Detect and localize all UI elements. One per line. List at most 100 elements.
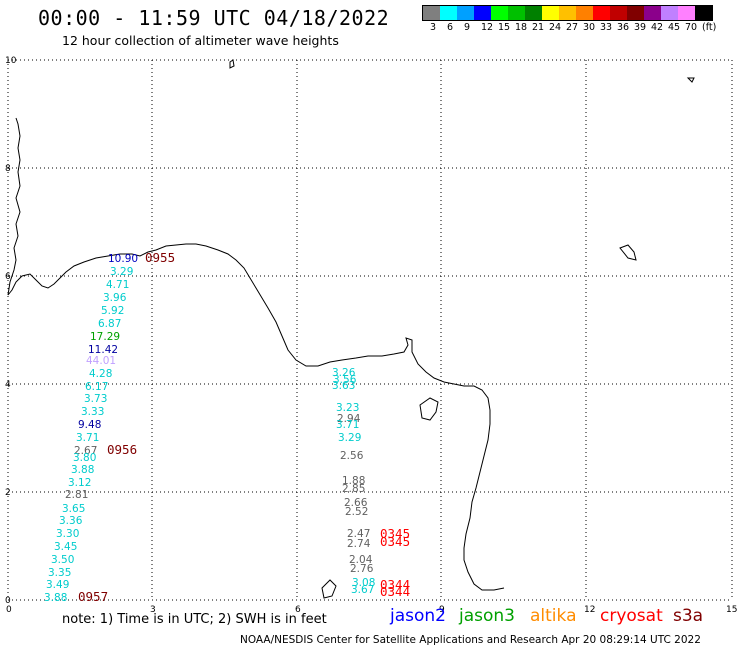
wave-height-value: 3.45 bbox=[54, 541, 77, 553]
x-tick-label: 12 bbox=[584, 605, 595, 615]
legend-swatch bbox=[457, 6, 474, 20]
wave-height-value: 4.28 bbox=[89, 368, 112, 380]
y-tick-label: 6 bbox=[5, 272, 11, 282]
legend-label: 70 bbox=[685, 22, 698, 33]
wave-height-value: 2.74 bbox=[347, 538, 371, 550]
legend-label: 9 bbox=[464, 22, 471, 33]
legend-label: 39 bbox=[634, 22, 647, 33]
wave-height-value: 6.17 bbox=[85, 381, 108, 393]
wave-height-value: 6.87 bbox=[98, 318, 121, 330]
wave-height-value: 3.80 bbox=[73, 452, 96, 464]
legend-swatch bbox=[627, 6, 644, 20]
legend-swatch bbox=[576, 6, 593, 20]
wave-height-value: 3.67 bbox=[351, 584, 374, 596]
x-tick-label: 6 bbox=[295, 605, 301, 615]
wave-height-value: 2.67 bbox=[74, 445, 97, 457]
wave-height-value: 3.30 bbox=[56, 528, 79, 540]
legend-swatch bbox=[423, 6, 440, 20]
islet-north bbox=[229, 59, 235, 69]
legend-label: 42 bbox=[651, 22, 664, 33]
page-title: 00:00 - 11:59 UTC 04/18/2022 bbox=[38, 6, 390, 30]
legend-swatch bbox=[644, 6, 661, 20]
color-legend-bar bbox=[422, 5, 713, 21]
legend-swatch bbox=[559, 6, 576, 20]
track-time-label: 0345 bbox=[380, 526, 410, 541]
island-south bbox=[321, 579, 337, 599]
footer-credit: NOAA/NESDIS Center for Satellite Applica… bbox=[240, 634, 701, 646]
coastline-main bbox=[7, 243, 505, 591]
track-time-label: 0957 bbox=[78, 589, 108, 604]
wave-height-value: 17.29 bbox=[90, 331, 120, 343]
track-time-label: 0344 bbox=[380, 584, 410, 599]
wave-height-value: 3.49 bbox=[46, 579, 69, 591]
axis-tick-labels: 0 3 6 9 12 15 10 8 6 4 2 0 bbox=[5, 56, 737, 615]
wave-height-value: 3.33 bbox=[81, 406, 104, 418]
wave-height-value: 3.65 bbox=[62, 503, 85, 515]
x-tick-label: 3 bbox=[150, 605, 156, 615]
wave-height-value: 3.26 bbox=[332, 367, 356, 379]
legend-label: 12 bbox=[481, 22, 494, 33]
wave-height-value: 2.76 bbox=[350, 563, 374, 575]
legend-swatch bbox=[593, 6, 610, 20]
coastline-west bbox=[7, 117, 21, 296]
legend-swatch bbox=[474, 6, 491, 20]
legend-swatch bbox=[491, 6, 508, 20]
wave-height-value: 44.01 bbox=[86, 355, 116, 367]
satellite-jason3: jason3 bbox=[459, 606, 515, 626]
island-east bbox=[419, 397, 439, 421]
legend-label: 45 bbox=[668, 22, 681, 33]
wave-height-value: 3.71 bbox=[76, 432, 99, 444]
legend-swatch bbox=[610, 6, 627, 20]
coastline bbox=[7, 59, 695, 599]
legend-swatch bbox=[525, 6, 542, 20]
wave-height-value: 2.81 bbox=[65, 489, 88, 501]
wave-height-value: 3.35 bbox=[48, 567, 71, 579]
legend-label: 6 bbox=[447, 22, 454, 33]
satellite-cryosat: cryosat bbox=[600, 606, 663, 626]
legend-swatch bbox=[695, 6, 712, 20]
wave-height-value: 2.85 bbox=[342, 483, 365, 495]
wave-height-value: 10.90 bbox=[108, 253, 138, 265]
wave-height-value: 3.73 bbox=[84, 393, 107, 405]
y-tick-label: 2 bbox=[5, 488, 11, 498]
wave-height-value: 3.88 bbox=[44, 592, 67, 604]
wave-height-value: 3.36 bbox=[59, 515, 83, 527]
legend-label: 36 bbox=[617, 22, 630, 33]
wave-height-value: 3.56 bbox=[333, 374, 357, 386]
legend-swatch bbox=[440, 6, 457, 20]
wave-height-value: 2.04 bbox=[349, 554, 373, 566]
satellite-altika: altika bbox=[530, 606, 577, 626]
x-tick-label: 9 bbox=[439, 605, 445, 615]
satellite-s3a: s3a bbox=[673, 606, 704, 626]
wave-height-value: 3.96 bbox=[103, 292, 127, 304]
page-subtitle: 12 hour collection of altimeter wave hei… bbox=[62, 33, 339, 48]
legend-label: 3 bbox=[430, 22, 437, 33]
legend-swatch bbox=[542, 6, 559, 20]
y-tick-label: 0 bbox=[5, 596, 11, 606]
satellite-jason2: jason2 bbox=[390, 606, 446, 626]
y-tick-label: 10 bbox=[5, 56, 17, 66]
x-tick-label: 15 bbox=[726, 605, 737, 615]
island-far-east bbox=[619, 244, 637, 261]
map-grid bbox=[7, 59, 733, 601]
track-time-label: 0344 bbox=[380, 577, 410, 592]
units-note: note: 1) Time is in UTC; 2) SWH is in fe… bbox=[62, 612, 327, 627]
islet-northeast bbox=[686, 77, 695, 83]
legend-unit: (ft) bbox=[702, 22, 717, 33]
legend-swatch bbox=[508, 6, 525, 20]
wave-height-value: 4.71 bbox=[106, 279, 129, 291]
track-time-label: 0956 bbox=[107, 442, 137, 457]
wave-height-value: 3.88 bbox=[71, 464, 94, 476]
wave-height-value: 3.29 bbox=[110, 266, 133, 278]
wave-height-value: 3.71 bbox=[336, 419, 359, 431]
legend-label: 27 bbox=[566, 22, 579, 33]
altimeter-tracks: 10.903.294.713.965.926.8717.2911.4244.01… bbox=[44, 250, 410, 604]
legend-label: 15 bbox=[498, 22, 511, 33]
legend-label: 18 bbox=[515, 22, 528, 33]
wave-height-value: 3.08 bbox=[352, 577, 375, 589]
legend-label: 21 bbox=[532, 22, 545, 33]
wave-height-value: 5.92 bbox=[101, 305, 124, 317]
legend-label: 33 bbox=[600, 22, 613, 33]
y-tick-label: 4 bbox=[5, 380, 11, 390]
